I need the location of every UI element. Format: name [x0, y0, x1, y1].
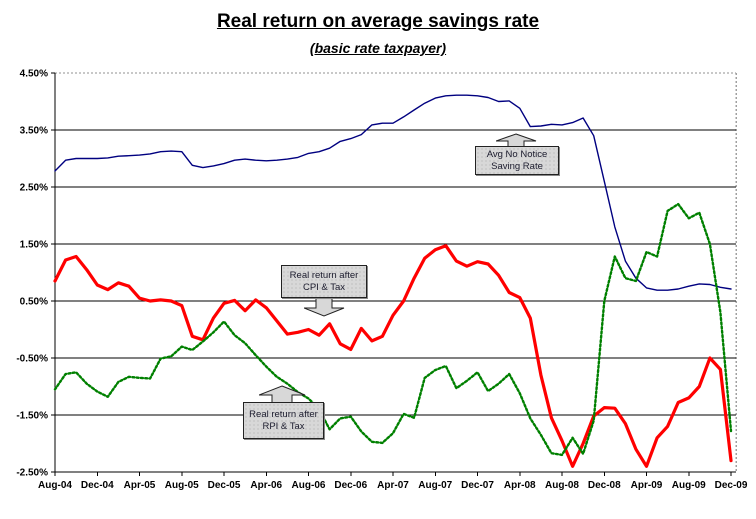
- y-tick-label: 1.50%: [20, 240, 48, 251]
- callout-rpi-line2: RPI & Tax: [262, 420, 305, 432]
- x-tick-label: Aug-06: [292, 480, 326, 491]
- y-axis-labels: 4.50% 3.50% 2.50% 1.50% 0.50% -0.50% -1.50% -2.…: [16, 69, 55, 479]
- series-line-real-return-after-rpi-tax: [53, 202, 733, 457]
- chart-subtitle: (basic rate taxpayer): [309, 40, 447, 56]
- x-axis-labels: Aug-04 Dec-04 Apr-05 Aug-05 Dec-05 Apr-06 Aug-…: [38, 472, 748, 491]
- callout-avg-no-notice: Avg No Notice Saving Rate: [475, 146, 559, 175]
- x-tick-label: Dec-05: [208, 480, 241, 491]
- x-tick-label: Dec-04: [81, 480, 114, 491]
- callout-rpi-line1: Real return after: [249, 408, 318, 420]
- chart-title: Real return on average savings rate: [216, 11, 540, 32]
- y-tick-label: 0.50%: [20, 297, 48, 308]
- series-line-real-return-after-cpi-tax: [53, 244, 733, 468]
- x-tick-label: Apr-07: [377, 480, 409, 491]
- axes: [54, 73, 736, 473]
- callout-avg-line2: Saving Rate: [491, 160, 543, 172]
- x-tick-label: Aug-09: [672, 480, 706, 491]
- x-tick-label: Apr-06: [250, 480, 282, 491]
- x-tick-label: Dec-09: [715, 480, 748, 491]
- y-tick-label: 3.50%: [20, 126, 48, 137]
- x-tick-label: Aug-07: [418, 480, 452, 491]
- callout-cpi-line2: CPI & Tax: [302, 281, 346, 293]
- callout-arrow-down-icon: [304, 297, 345, 317]
- plot-border: [55, 72, 737, 472]
- callout-cpi-tax: Real return after CPI & Tax: [281, 265, 367, 298]
- callout-avg-line1: Avg No Notice: [486, 148, 548, 160]
- x-tick-label: Apr-05: [124, 480, 156, 491]
- x-tick-label: Dec-06: [334, 480, 367, 491]
- series-line-avg-no-notice-saving-rate: [54, 94, 732, 291]
- y-tick-label: 4.50%: [20, 69, 48, 80]
- gridlines: [55, 129, 736, 416]
- y-tick-label: -1.50%: [16, 411, 48, 422]
- x-tick-label: Apr-09: [631, 480, 663, 491]
- callout-rpi-tax: Real return after RPI & Tax: [243, 402, 324, 439]
- callout-cpi-line1: Real return after: [289, 269, 359, 281]
- y-tick-label: -2.50%: [16, 468, 48, 479]
- y-tick-label: 2.50%: [20, 183, 48, 194]
- x-tick-label: Dec-08: [588, 480, 621, 491]
- x-tick-label: Aug-05: [165, 480, 199, 491]
- x-tick-label: Aug-08: [545, 480, 579, 491]
- x-tick-label: Aug-04: [38, 480, 72, 491]
- x-tick-label: Apr-08: [504, 480, 536, 491]
- y-tick-label: -0.50%: [16, 354, 48, 365]
- x-tick-label: Dec-07: [461, 480, 494, 491]
